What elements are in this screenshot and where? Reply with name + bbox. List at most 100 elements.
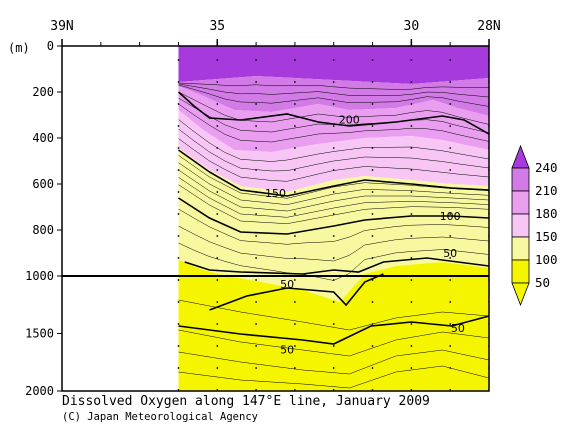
contour-100 — [178, 197, 489, 235]
station-marker — [371, 213, 374, 215]
station-marker — [216, 345, 219, 347]
station-marker — [449, 191, 452, 193]
station-marker — [332, 103, 335, 105]
station-marker — [371, 81, 374, 83]
station-marker — [177, 103, 180, 105]
y-tick-label: 1000 — [25, 269, 54, 283]
station-marker — [410, 235, 413, 237]
colorbar-level-label: 50 — [535, 275, 550, 290]
station-marker — [255, 169, 257, 171]
station-marker — [332, 169, 335, 171]
station-marker — [294, 191, 296, 193]
station-marker — [177, 81, 180, 83]
x-tick-label: 39N — [50, 19, 73, 34]
station-marker — [332, 213, 335, 215]
station-marker — [449, 81, 452, 83]
station-marker — [255, 191, 257, 193]
station-marker — [410, 191, 413, 193]
station-marker — [371, 235, 374, 237]
colorbar-segment — [511, 167, 530, 192]
minor-contour — [178, 83, 489, 98]
station-marker — [216, 257, 219, 259]
station-marker — [216, 191, 219, 193]
station-marker — [255, 323, 257, 325]
station-marker — [294, 235, 296, 237]
station-marker — [255, 125, 257, 127]
minor-contour — [178, 177, 489, 218]
station-marker — [294, 103, 296, 105]
contour-label: 200 — [339, 114, 360, 127]
station-marker — [410, 81, 413, 83]
station-marker — [255, 147, 257, 149]
station-marker — [371, 301, 374, 303]
station-marker — [332, 235, 335, 237]
station-marker — [177, 147, 180, 149]
colorbar-level-label: 100 — [535, 252, 558, 267]
station-marker — [449, 59, 452, 61]
station-marker — [371, 169, 374, 171]
station-marker — [371, 103, 374, 105]
station-marker — [449, 323, 452, 325]
station-marker — [371, 257, 374, 259]
contour-label: 50 — [280, 344, 294, 357]
latitude-axis: 39N 35 30 28N — [50, 19, 501, 46]
contour-label: 50 — [280, 278, 294, 291]
minor-contour — [178, 329, 489, 357]
station-marker — [449, 103, 452, 105]
station-marker — [216, 213, 219, 215]
station-marker — [294, 257, 296, 259]
station-marker — [177, 345, 180, 347]
station-marker — [449, 213, 452, 215]
station-marker — [332, 301, 335, 303]
depth-axis: 0 200 400 600 800 1000 1500 2000 — [25, 39, 62, 398]
station-marker — [332, 125, 335, 127]
station-marker — [255, 367, 257, 369]
station-marker — [294, 301, 296, 303]
minor-contour — [178, 103, 489, 143]
minor-contour — [178, 162, 489, 205]
oxygen-band-4 — [178, 110, 489, 192]
station-marker — [255, 279, 257, 281]
minor-contour-lines — [178, 82, 489, 389]
station-marker — [410, 147, 413, 149]
minor-contour — [178, 184, 489, 224]
station-marker — [294, 213, 296, 215]
minor-contour — [178, 299, 489, 331]
contour-150 — [178, 149, 489, 197]
oxygen-band-3 — [178, 86, 489, 152]
oxygen-band-5 — [178, 148, 489, 230]
contour-50-lower — [178, 315, 489, 345]
station-marker — [332, 367, 335, 369]
contour-labels: 200 150 100 50 50 50 50 — [265, 114, 465, 357]
station-marker — [216, 279, 219, 281]
station-marker — [332, 257, 335, 259]
minor-contour — [178, 208, 489, 245]
oxygen-bands — [178, 46, 489, 391]
station-marker — [449, 169, 452, 171]
station-marker — [449, 235, 452, 237]
station-marker — [449, 301, 452, 303]
y-tick-label: 200 — [32, 85, 54, 99]
station-marker — [255, 257, 257, 259]
colorbar-min-triangle — [511, 282, 530, 307]
station-marker — [294, 367, 296, 369]
station-marker — [371, 191, 374, 193]
contour-label: 150 — [265, 187, 286, 200]
y-tick-label: 0 — [47, 39, 54, 53]
station-marker — [410, 323, 413, 325]
station-marker — [449, 125, 452, 127]
station-marker — [177, 191, 180, 193]
station-marker — [371, 323, 374, 325]
station-marker — [332, 345, 335, 347]
station-marker — [177, 367, 180, 369]
colorbar-legend: 50 100 150 180 210 240 — [511, 144, 558, 307]
station-marker — [255, 81, 257, 83]
colorbar-level-label: 150 — [535, 229, 558, 244]
station-marker — [332, 147, 335, 149]
colorbar-level-label: 180 — [535, 206, 558, 221]
station-marker — [216, 125, 219, 127]
station-marker — [177, 169, 180, 171]
station-marker — [255, 345, 257, 347]
station-marker — [294, 345, 296, 347]
station-marker — [410, 367, 413, 369]
